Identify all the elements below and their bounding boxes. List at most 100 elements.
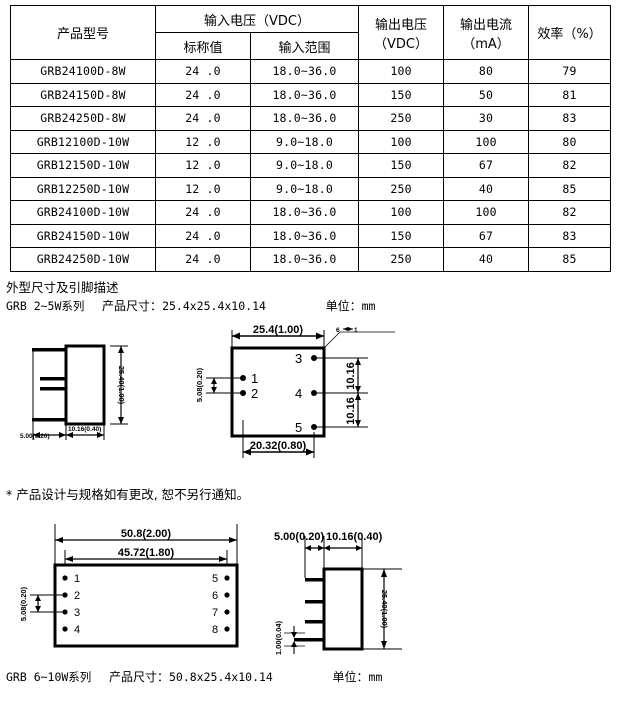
cell-output-current: 100 — [443, 129, 530, 154]
pin-dot — [224, 575, 230, 581]
cell-efficiency: 80 — [528, 129, 612, 154]
series-10w-size-value: 50.8x25.4x10.14 — [168, 670, 273, 684]
cell-efficiency: 79 — [528, 59, 612, 84]
table-row: GRB24100D-10W 24 .0 18.0~36.0 100 100 82 — [10, 200, 612, 225]
drawing-10w-top-view: 50.8(2.00) 45.72(1.80) 1 2 3 4 5.08(0.20… — [14, 514, 264, 664]
header-output-voltage-line2: （VDC） — [374, 36, 428, 52]
header-output-voltage: 输出电压 （VDC） — [358, 5, 445, 60]
cell-model: GRB24100D-8W — [10, 59, 156, 84]
cell-input-range: 18.0~36.0 — [249, 59, 360, 84]
pin-lead — [305, 600, 324, 604]
pin-label-5: 5 — [295, 420, 302, 435]
module-body-outline — [53, 563, 239, 648]
dim-5w-top-pin-pitch: 5.08(0.20) — [195, 367, 204, 402]
series-10w-caption: GRB 6~10W系列 产品尺寸：50.8x25.4x10.14 单位：mm — [6, 668, 382, 685]
cell-output-current: 67 — [443, 223, 530, 248]
pin-dot — [224, 609, 230, 615]
pin-label-4: 4 — [295, 386, 302, 401]
series-5w-size-label: 产品尺寸： — [102, 299, 163, 313]
module-body-outline — [64, 344, 106, 426]
dim-5w-top-inner-width: 20.32(0.80) — [250, 440, 307, 452]
dim-5w-top-right-pitch-upper: 10.16 — [345, 362, 357, 390]
cell-output-current: 100 — [443, 200, 530, 225]
cell-nominal: 12 .0 — [155, 153, 251, 178]
pin-dot — [62, 575, 68, 581]
cell-input-range: 18.0~36.0 — [249, 247, 360, 272]
table-row: GRB12150D-10W 12 .0 9.0~18.0 150 67 82 — [10, 153, 612, 178]
cell-efficiency: 81 — [528, 82, 612, 107]
dim-10w-side-body-width: 10.16(0.40) — [326, 531, 383, 543]
cell-model: GRB24100D-10W — [10, 200, 156, 225]
drawing-5w-side-view: 25.40(1.00) 5.00(0.20) 10.16(0.40) — [18, 336, 168, 461]
cell-nominal: 12 .0 — [155, 129, 251, 154]
header-input-range: 输入范围 — [249, 32, 360, 60]
cell-efficiency: 83 — [528, 223, 612, 248]
pin-dot — [62, 609, 68, 615]
cell-output-voltage: 250 — [358, 247, 445, 272]
series-10w-name: GRB 6~10W系列 — [6, 670, 92, 684]
cell-output-voltage: 250 — [358, 106, 445, 131]
specifications-table: 产品型号 输入电压（VDC） 输出电压 （VDC） 输出电流（mA） 效率（%）… — [10, 5, 612, 272]
cell-output-current: 40 — [443, 176, 530, 201]
series-5w-name: GRB 2~5W系列 — [6, 299, 85, 313]
pin-lead — [305, 620, 324, 624]
cell-nominal: 12 .0 — [155, 176, 251, 201]
dim-10w-side-pin-length: 5.00(0.20) — [274, 531, 324, 543]
cell-input-range: 18.0~36.0 — [249, 200, 360, 225]
pin-lead — [305, 578, 324, 582]
dim-10w-inner-width: 45.72(1.80) — [118, 547, 175, 559]
pin-label-2: 2 — [251, 386, 258, 401]
pin-label-1: 1 — [251, 371, 258, 386]
cell-output-voltage: 100 — [358, 200, 445, 225]
pin-dot — [62, 592, 68, 598]
cell-input-range: 9.0~18.0 — [249, 176, 360, 201]
cell-nominal: 24 .0 — [155, 223, 251, 248]
table-row: GRB24250D-8W 24 .0 18.0~36.0 250 30 83 — [10, 106, 612, 131]
header-model: 产品型号 — [10, 5, 156, 60]
pin-lead — [40, 377, 66, 381]
dim-10w-outer-width: 50.8(2.00) — [121, 528, 171, 540]
cell-input-range: 18.0~36.0 — [249, 82, 360, 107]
cell-input-range: 9.0~18.0 — [249, 129, 360, 154]
pin-lead — [32, 348, 66, 352]
drawing-5w-top-view: 25.4(1.00) 6 1 1 2 5.08(0.20) 3 4 5 — [190, 322, 410, 472]
cell-output-voltage: 100 — [358, 129, 445, 154]
series-5w-size-value: 25.4x25.4x10.14 — [162, 299, 266, 313]
pin-dot — [62, 626, 68, 632]
series-5w-unit-label: 单位： — [325, 299, 362, 313]
pin-lead — [40, 387, 66, 391]
cell-efficiency: 85 — [528, 176, 612, 201]
dim-10w-side-height: 25.40(1.00) — [380, 590, 389, 629]
module-body-outline — [230, 346, 326, 438]
cell-model: GRB24150D-10W — [10, 223, 156, 248]
outline-section-title: 外型尺寸及引脚描述 — [6, 280, 119, 295]
dim-10w-side-pin-thickness: 1.00(0.04) — [274, 620, 283, 655]
dim-5w-side-height: 25.40(1.00) — [117, 366, 126, 405]
table-row: GRB24150D-10W 24 .0 18.0~36.0 150 67 83 — [10, 223, 612, 248]
spec-table-container: 产品型号 输入电压（VDC） 输出电压 （VDC） 输出电流（mA） 效率（%）… — [10, 5, 612, 272]
dim-5w-side-body-width: 10.16(0.40) — [68, 426, 101, 433]
dim-5w-top-corner-left: 6 — [336, 327, 340, 334]
cell-nominal: 24 .0 — [155, 247, 251, 272]
pin-label-3: 3 — [295, 351, 302, 366]
pin-label-8: 8 — [212, 624, 218, 636]
dim-5w-top-right-pitch-lower: 10.16 — [345, 397, 357, 425]
dim-5w-side-pin-length: 5.00(0.20) — [20, 433, 50, 440]
cell-input-range: 9.0~18.0 — [249, 153, 360, 178]
cell-nominal: 24 .0 — [155, 200, 251, 225]
module-body-outline — [322, 567, 364, 651]
dim-5w-top-corner-right: 1 — [354, 327, 358, 334]
cell-model: GRB24250D-8W — [10, 106, 156, 131]
header-efficiency: 效率（%） — [528, 5, 612, 60]
cell-output-current: 80 — [443, 59, 530, 84]
pin-label-2: 2 — [74, 590, 80, 602]
cell-nominal: 24 .0 — [155, 106, 251, 131]
series-10w-unit-label: 单位： — [332, 670, 369, 684]
header-output-voltage-line1: 输出电压 — [375, 17, 428, 33]
table-body: GRB24100D-8W 24 .0 18.0~36.0 100 80 79 GRB2415… — [10, 59, 612, 272]
pin-label-4: 4 — [74, 624, 80, 636]
drawing-10w-side-view: 5.00(0.20) 10.16(0.40) 1.00(0.04) 25.40(… — [272, 508, 462, 663]
cell-efficiency: 82 — [528, 200, 612, 225]
dim-10w-pin-pitch: 5.08(0.20) — [19, 586, 28, 621]
pin-dot — [224, 592, 230, 598]
